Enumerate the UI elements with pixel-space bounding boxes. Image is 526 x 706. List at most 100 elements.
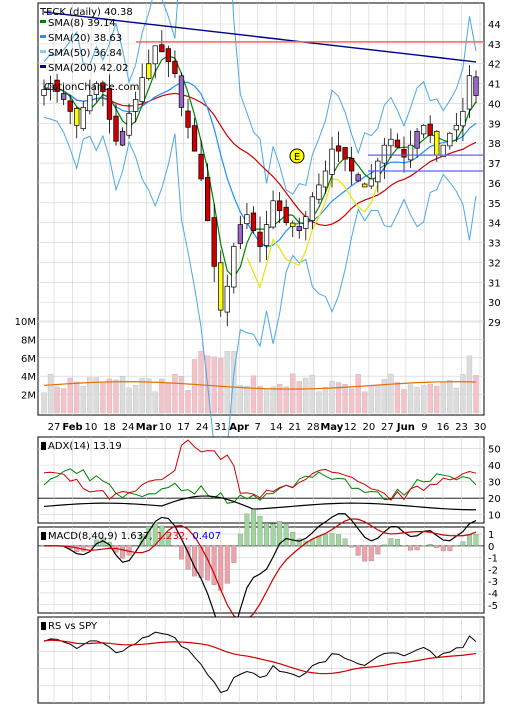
candle-body [250, 212, 257, 231]
macd-histogram-bar [323, 534, 328, 546]
candle-body [211, 217, 217, 267]
macd-histogram-bar [375, 545, 381, 555]
candle-body [231, 246, 237, 288]
candle-body [178, 75, 185, 108]
date-tick-label: 23 [455, 422, 468, 433]
volume-bar [159, 378, 165, 414]
volume-bar [394, 382, 401, 414]
volume-bar [100, 381, 106, 414]
price-tick-label: 29 [488, 318, 501, 329]
macd-histogram-bar [133, 544, 139, 546]
date-tick-label: Feb [62, 422, 82, 433]
price-tick-label: 30 [488, 298, 501, 309]
date-tick-label: 10 [85, 422, 98, 433]
earnings-marker-circle [289, 148, 305, 164]
volume-bar [427, 384, 433, 414]
macd-histogram-bar [257, 515, 263, 546]
legend: TECK (daily) 40.38 SMA(8) 39.14 SMA(20) 3… [39, 7, 139, 93]
candle-body [152, 45, 158, 65]
macd-histogram-bar [440, 545, 446, 552]
volume-bar [139, 378, 145, 414]
candle-body [407, 144, 414, 161]
candle-body [80, 107, 86, 130]
candle-body [420, 124, 427, 135]
candle-body [263, 224, 270, 246]
legend-swatch [40, 65, 46, 68]
candle-body [113, 115, 119, 142]
candle-body [401, 148, 407, 158]
price-tick-label: 37 [488, 159, 501, 170]
macd-histogram-bar [395, 538, 400, 546]
volume-bar [453, 387, 460, 414]
macd-histogram-bar [453, 545, 459, 547]
date-tick-label: Mar [136, 422, 158, 433]
candle-body [427, 123, 433, 136]
date-tick-label: 24 [122, 422, 135, 433]
candle-body [159, 44, 165, 53]
candle-body [329, 148, 335, 175]
volume-bar [152, 391, 158, 414]
macd-tick-label: -5 [488, 601, 498, 612]
date-tick-label: 14 [270, 422, 283, 433]
volume-bar [67, 377, 73, 414]
earnings-marker: E [289, 148, 305, 164]
candle-body [119, 130, 126, 146]
volume-bar [362, 391, 368, 414]
volume-bar [113, 379, 119, 414]
macd-histogram-bar [244, 513, 250, 546]
volume-bar [263, 389, 270, 414]
volume-bar [119, 376, 126, 414]
volume-bar [329, 381, 335, 414]
macd-histogram-bar [368, 545, 374, 562]
macd-histogram-bar [460, 541, 466, 546]
macd-histogram-bar [218, 545, 224, 591]
macd-histogram-bar [205, 545, 211, 581]
volume-bar [407, 384, 414, 414]
date-axis: 27 Feb 10 18 24 Mar 10 17 24 31 Apr 7 14 21 28 May 12 20 2… [48, 422, 487, 433]
candle-body [132, 99, 139, 112]
volume-bar [224, 351, 230, 414]
date-tick-label: 12 [344, 422, 357, 433]
volume-tick-label: 2M [21, 391, 36, 402]
date-tick-label: 31 [214, 422, 227, 433]
candle-body [316, 184, 322, 200]
macd-histogram-bar [336, 534, 341, 546]
volume-bar [198, 350, 204, 414]
price-tick-label: 35 [488, 199, 501, 210]
candle-body [440, 144, 446, 157]
macd-hist-value: 0.407 [192, 531, 221, 542]
candle-body [257, 231, 263, 247]
date-tick-label: 27 [381, 422, 394, 433]
volume-axis: 10M 8M 6M 4M 2M [15, 317, 36, 402]
price-panel-frame [37, 2, 485, 416]
price-tick-label: 32 [488, 258, 501, 269]
legend-item-label: SMA(8) 39.14 [48, 18, 116, 29]
date-tick-label: Apr [229, 422, 249, 433]
rs-lines [43, 631, 477, 694]
bollinger-upper-line [43, 0, 477, 195]
volume-bar [74, 381, 80, 414]
macd-histogram-bar [355, 545, 361, 556]
adx-title: ADX(14) 13.19 [48, 441, 122, 452]
adx-tick-label: 50 [488, 445, 501, 456]
candles [41, 30, 479, 327]
macd-histogram-bar [172, 545, 178, 547]
macd-histogram-bar [264, 523, 269, 546]
volume-bar [146, 378, 152, 414]
date-tick-label: 20 [363, 422, 376, 433]
macd-histogram-bar [467, 534, 472, 546]
macd-histogram-bar [165, 533, 171, 546]
legend-item-label: SMA(20) 38.63 [48, 33, 122, 44]
volume-bar [342, 384, 348, 414]
candle-body [106, 88, 113, 120]
candle-body [414, 130, 420, 149]
macd-title-main: MACD(8,40,9) 1.637, [48, 531, 153, 542]
volume-bar [231, 351, 237, 414]
date-tick-label: 16 [437, 422, 450, 433]
volume-tick-label: 10M [15, 317, 36, 328]
volume-tick-label: 8M [21, 335, 36, 346]
macd-histogram-bar [251, 509, 256, 546]
volume-bar [165, 383, 172, 414]
volume-bar [473, 375, 479, 414]
volume-bar [296, 381, 302, 414]
